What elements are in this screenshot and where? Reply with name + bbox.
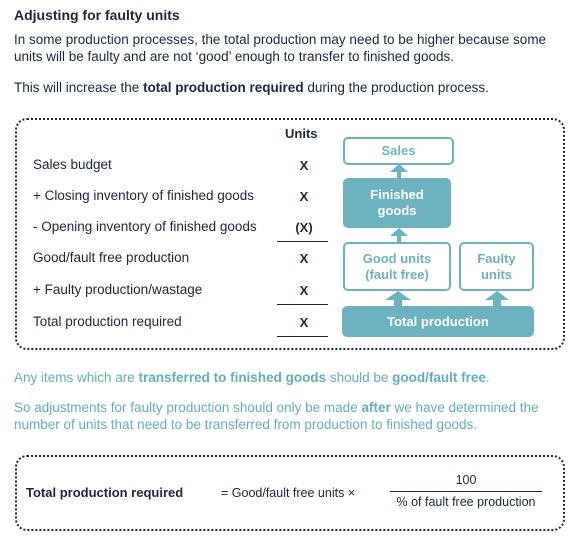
total-line [277, 336, 328, 337]
row-value-opening-inventory: (X) [295, 220, 313, 235]
note2-text-before: So adjustments for faulty production sho… [14, 400, 362, 415]
increase-text-after: during the production process. [303, 80, 489, 95]
row-label-good-production: Good/fault free production [33, 250, 190, 265]
subtotal-line-1 [277, 241, 328, 242]
good-units-box: Good units (fault free) [343, 242, 451, 291]
row-label-faulty-production: + Faulty production/wastage [33, 282, 203, 297]
row-value-closing-inventory: X [299, 189, 309, 204]
units-header: Units [285, 126, 318, 141]
row-value-sales-budget: X [299, 158, 309, 173]
production-budget-box [15, 118, 565, 350]
intro-paragraph: In some production processes, the total … [14, 32, 547, 64]
subtotal-line-2 [277, 304, 328, 305]
arrow-up-icon [390, 228, 408, 242]
finished-goods-box: Finished goods [343, 178, 451, 228]
formula-numerator: 100 [455, 473, 477, 487]
total-production-box: Total production [342, 306, 534, 337]
note1-bold-1: transferred to finished goods [138, 370, 327, 385]
note1-bold-2: good/fault free [392, 370, 486, 385]
formula-denominator: % of fault free production [396, 495, 536, 509]
row-label-total-production: Total production required [33, 314, 182, 329]
faulty-units-box: Faulty units [459, 242, 534, 291]
note1-text-after: . [485, 370, 490, 385]
note2-bold: after [361, 400, 391, 415]
row-value-total-production: X [299, 315, 309, 330]
row-label-sales-budget: Sales budget [33, 157, 112, 172]
formula-equals: = Good/fault free units × [221, 486, 356, 500]
note-adjustments: So adjustments for faulty production sho… [14, 399, 570, 433]
page-heading: Adjusting for faulty units [14, 7, 180, 23]
row-label-closing-inventory: + Closing inventory of finished goods [33, 188, 255, 203]
arrow-up-icon [385, 291, 411, 306]
increase-text-before: This will increase the [14, 80, 144, 95]
increase-text-bold: total production required [143, 80, 304, 95]
note-finished-goods: Any items which are transferred to finis… [14, 369, 570, 386]
sales-box: Sales [343, 137, 454, 165]
note1-text-middle: should be [326, 370, 393, 385]
arrow-up-icon [390, 164, 408, 178]
row-value-good-production: X [299, 251, 309, 266]
arrow-up-icon [485, 291, 509, 306]
row-label-opening-inventory: - Opening inventory of finished goods [33, 219, 257, 234]
formula-box [15, 455, 565, 531]
row-value-faulty-production: X [299, 283, 309, 298]
fraction-bar [390, 491, 542, 492]
formula-label: Total production required [26, 485, 184, 500]
increase-paragraph: This will increase the total production … [14, 79, 570, 96]
note2-text-after: we have determined the number of units t… [14, 400, 539, 432]
note1-text-before: Any items which are [14, 370, 139, 385]
